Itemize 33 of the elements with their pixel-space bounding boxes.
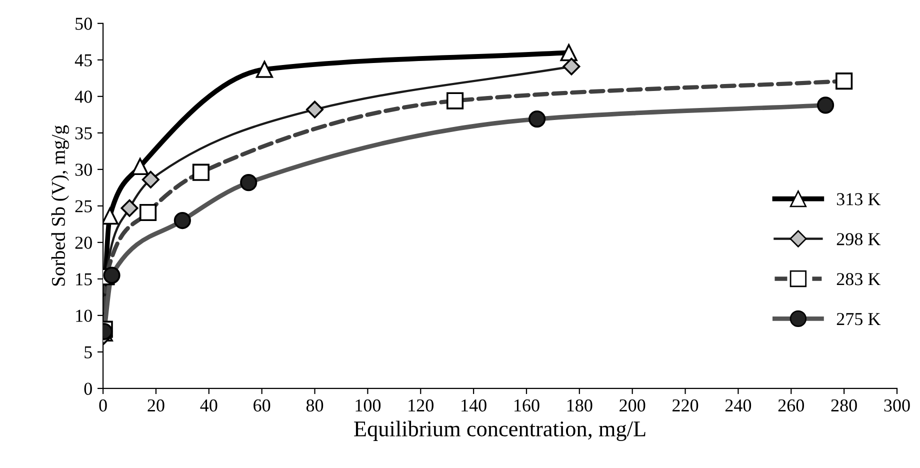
x-tick-label: 260 (778, 399, 804, 412)
x-tick-label: 180 (567, 399, 592, 412)
y-tick-label: 25 (75, 200, 92, 212)
x-tick-label: 300 (884, 399, 910, 412)
legend-label: 313 K (836, 193, 881, 206)
x-tick-label: 20 (148, 399, 164, 412)
x-tick-label: 80 (306, 399, 324, 412)
x-axis-title: Equilibrium concentration, mg/L (354, 420, 646, 441)
x-tick-label: 240 (725, 399, 752, 412)
y-tick-label: 40 (74, 90, 92, 103)
legend-label: 275 K (836, 313, 881, 326)
y-tick-label: 30 (75, 164, 92, 176)
x-tick-label: 140 (462, 399, 486, 412)
y-tick-label: 15 (76, 273, 92, 286)
y-tick-label: 0 (84, 382, 92, 395)
y-axis-title: Sorbed Sb (V), mg/g (51, 125, 70, 286)
x-tick-label: 220 (672, 399, 698, 412)
x-tick-label: 100 (356, 399, 381, 412)
y-tick-label: 45 (74, 54, 92, 66)
x-tick-label: 160 (514, 399, 540, 412)
y-tick-label: 50 (76, 18, 92, 30)
x-tick-label: 0 (99, 399, 107, 412)
x-tick-label: 40 (200, 399, 218, 412)
y-tick-label: 5 (84, 346, 92, 358)
y-tick-label: 10 (76, 310, 92, 322)
x-tick-label: 280 (831, 399, 857, 412)
x-tick-label: 60 (254, 399, 270, 412)
x-tick-label: 120 (408, 399, 434, 412)
x-tick-label: 200 (620, 399, 646, 412)
legend-label: 298 K (836, 233, 881, 246)
y-tick-label: 35 (75, 127, 92, 140)
legend-label: 283 K (836, 273, 881, 286)
y-tick-label: 20 (75, 236, 92, 249)
